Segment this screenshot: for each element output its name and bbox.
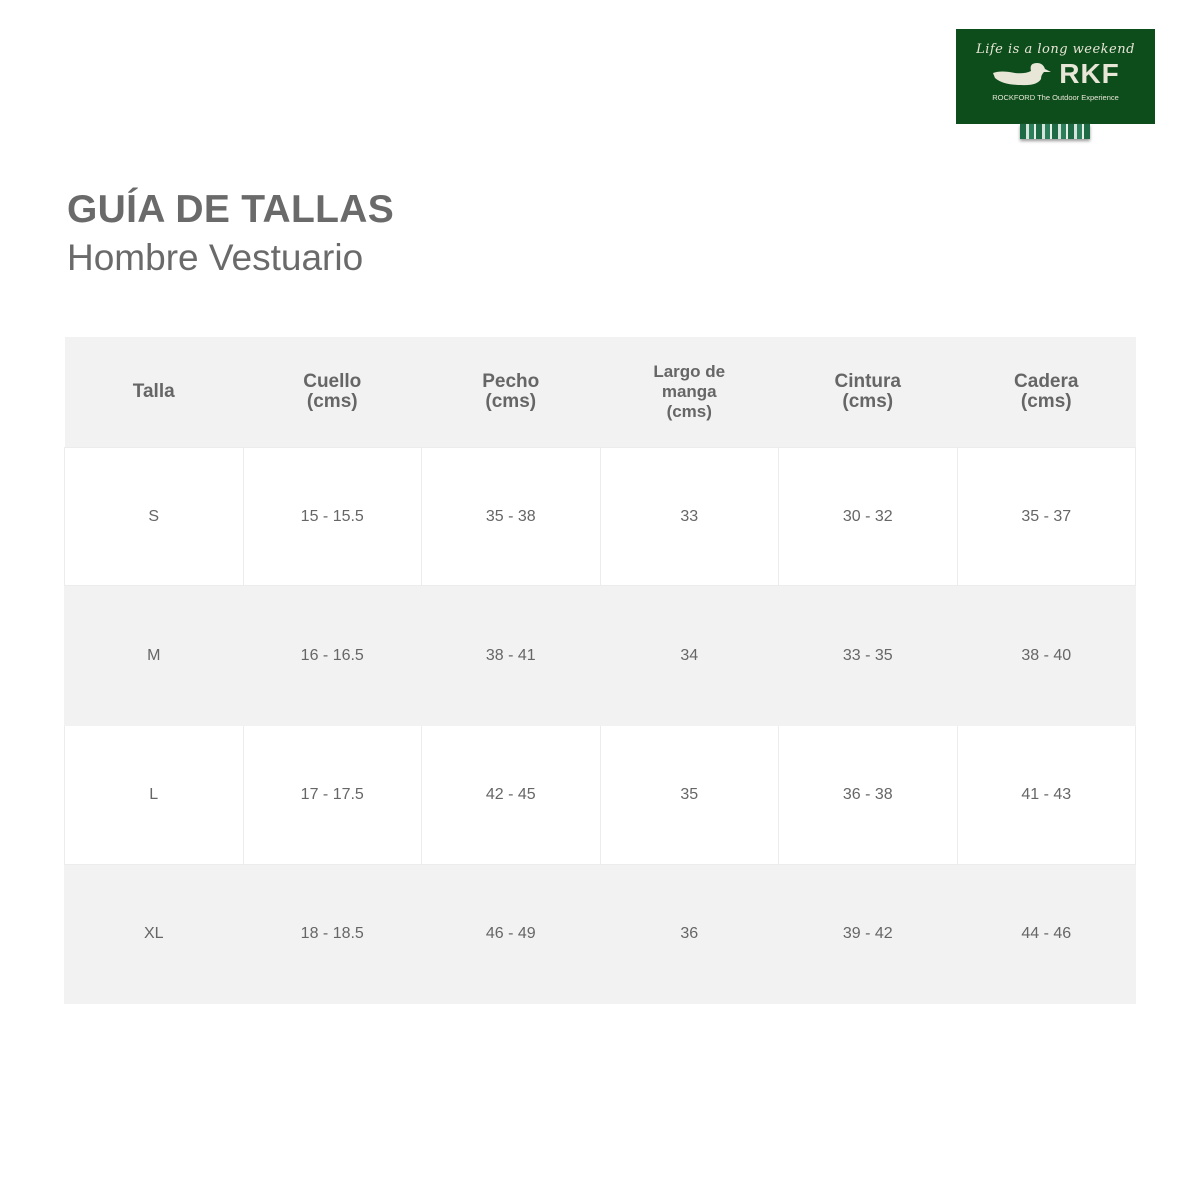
table-cell: 35 - 37 bbox=[956, 447, 1136, 586]
header-line: Cuello bbox=[303, 371, 362, 392]
table-cell: 46 - 49 bbox=[421, 864, 601, 1004]
header-line: Cadera bbox=[1014, 371, 1079, 392]
header-line: Pecho bbox=[482, 371, 540, 392]
table-cell: 15 - 15.5 bbox=[242, 447, 422, 586]
size-table: Talla Cuello (cms) Pecho (cms) Largo de manga(… bbox=[64, 337, 1136, 1004]
table-row: L 17 - 17.5 42 - 45 35 36 - 38 41 - 43 bbox=[64, 725, 1136, 865]
table-row: M 16 - 16.5 38 - 41 34 33 - 35 38 - 40 bbox=[64, 585, 1136, 726]
header-line: (cms) bbox=[1020, 391, 1072, 412]
header-line: manga bbox=[661, 382, 717, 401]
column-header: Pecho (cms) bbox=[421, 337, 600, 448]
header-line: (cms) bbox=[666, 402, 712, 421]
table-cell: XL bbox=[64, 864, 244, 1004]
column-header: Talla bbox=[64, 337, 243, 448]
rockford-logo: Life is a long weekend RKF ROCKFORD The … bbox=[956, 29, 1155, 124]
header-line: (cms) bbox=[842, 391, 894, 412]
table-row: S 15 - 15.5 35 - 38 33 30 - 32 35 - 37 bbox=[64, 447, 1136, 586]
table-cell: 36 bbox=[599, 864, 779, 1004]
header-line: (cms) bbox=[306, 391, 358, 412]
table-cell: L bbox=[64, 725, 244, 865]
logo-stripes bbox=[1020, 124, 1090, 139]
logo-brand: RKF bbox=[1059, 58, 1120, 89]
table-cell: 18 - 18.5 bbox=[242, 864, 422, 1004]
table-cell: 36 - 38 bbox=[778, 725, 958, 865]
duck-icon bbox=[993, 63, 1052, 86]
table-row: XL 18 - 18.5 46 - 49 36 39 - 42 44 - 46 bbox=[64, 864, 1136, 1004]
table-cell: M bbox=[64, 585, 244, 726]
logo-tagline: Life is a long weekend bbox=[976, 42, 1135, 57]
table-cell: 33 - 35 bbox=[778, 585, 958, 726]
page-subtitle: Hombre Vestuario bbox=[67, 237, 364, 278]
table-cell: 38 - 41 bbox=[421, 585, 601, 726]
table-cell: 16 - 16.5 bbox=[242, 585, 422, 726]
logo-subtitle: ROCKFORD The Outdoor Experience bbox=[992, 93, 1119, 102]
table-cell: 17 - 17.5 bbox=[242, 725, 422, 865]
column-header: Cintura (cms) bbox=[778, 337, 957, 448]
table-cell: 35 bbox=[599, 725, 779, 865]
header-line: Cintura bbox=[834, 371, 902, 392]
table-cell: 44 - 46 bbox=[956, 864, 1136, 1004]
header-line: (cms) bbox=[485, 391, 537, 412]
table-cell: 42 - 45 bbox=[421, 725, 601, 865]
table-cell: S bbox=[64, 447, 244, 586]
column-header: Largo de manga (cms) bbox=[600, 337, 779, 448]
table-cell: 34 bbox=[599, 585, 779, 726]
table-cell: 35 - 38 bbox=[421, 447, 601, 586]
table-cell: 33 bbox=[599, 447, 779, 586]
column-header: Cadera (cms) bbox=[957, 337, 1136, 448]
header-line: Talla bbox=[132, 381, 175, 402]
table-cell: 30 - 32 bbox=[778, 447, 958, 586]
table-cell: 38 - 40 bbox=[956, 585, 1136, 726]
table-cell: 39 - 42 bbox=[778, 864, 958, 1004]
table-cell: 41 - 43 bbox=[956, 725, 1136, 865]
page-title: GUÍA DE TALLAS bbox=[67, 188, 395, 231]
header-line: Largo de bbox=[653, 362, 726, 381]
column-header: Cuello (cms) bbox=[243, 337, 422, 448]
